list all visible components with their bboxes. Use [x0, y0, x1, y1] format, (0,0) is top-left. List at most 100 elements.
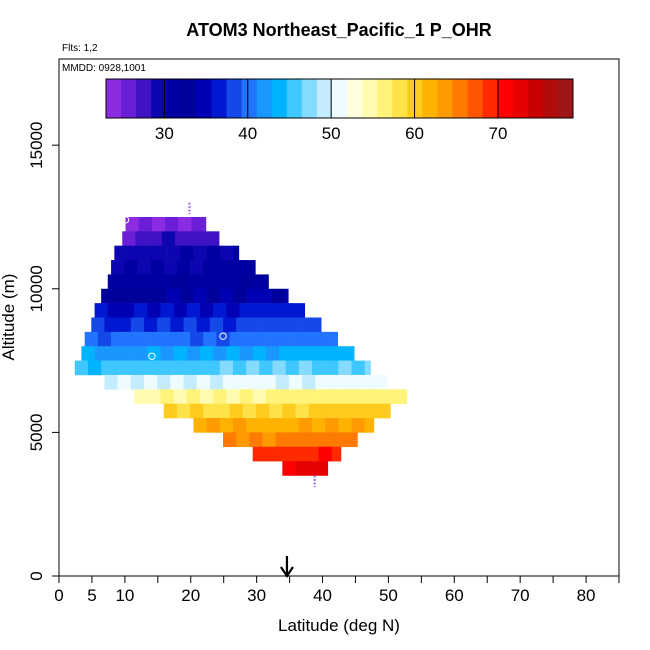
heat-cell [249, 432, 263, 448]
heat-cell [279, 303, 293, 318]
heat-cell [331, 346, 346, 361]
heat-cell [140, 360, 155, 376]
heat-cell [137, 260, 151, 275]
heat-cell [275, 317, 290, 333]
sample-marker [148, 352, 156, 360]
heat-cell [170, 317, 184, 333]
heat-cell [199, 389, 214, 404]
colorbar-tick-label: 40 [238, 124, 257, 143]
colorbar-swatch [286, 79, 303, 118]
heat-cell [111, 331, 125, 347]
heat-cell [190, 331, 204, 347]
heat-cell [252, 389, 267, 404]
heat-cell [232, 288, 247, 304]
heat-cell [252, 446, 267, 462]
colorbar-swatch [121, 79, 137, 118]
heat-cell [325, 360, 339, 376]
heat-cell [206, 288, 221, 304]
heat-cell [246, 288, 260, 304]
heat-cell [341, 374, 356, 390]
heat-cell [199, 274, 214, 290]
heat-cell [206, 418, 221, 433]
colorbar-tick-label: 50 [322, 124, 341, 143]
heat-cell [381, 374, 388, 390]
heat-cell [134, 389, 148, 404]
heat-cell [272, 360, 286, 376]
heat-cell [84, 331, 99, 347]
colorbar-swatch [166, 79, 182, 118]
heat-cell [384, 389, 398, 404]
heat-cell [232, 245, 240, 261]
heat-cell [213, 346, 227, 361]
heat-cell [374, 403, 389, 419]
heat-cell [259, 288, 273, 304]
heat-cell [269, 331, 283, 347]
heat-cell [219, 418, 234, 433]
heat-cell [331, 446, 342, 462]
heat-cell [252, 346, 267, 361]
colorbar-swatch [452, 79, 468, 118]
heat-cell [308, 403, 323, 419]
heat-cell [193, 288, 207, 304]
heat-cell [371, 389, 385, 404]
colorbar-swatch [557, 79, 574, 118]
chart-title: ATOM3 Northeast_Pacific_1 P_OHR [186, 20, 491, 40]
x-axis-label: Latitude (deg N) [278, 616, 400, 635]
heat-cell [107, 346, 122, 361]
colorbar-swatch [422, 79, 438, 118]
heat-cell [295, 461, 309, 476]
colorbar-swatch [497, 79, 514, 118]
heat-cell [117, 317, 132, 333]
heat-cell [335, 331, 338, 347]
heat-cell [351, 418, 365, 433]
heat-cell [206, 245, 221, 261]
heat-cell [305, 346, 319, 361]
colorbar-swatch [512, 79, 529, 118]
heat-cell [255, 403, 270, 419]
heat-cell [183, 317, 197, 333]
heat-cell [91, 317, 105, 333]
x-tick-label: 80 [577, 586, 596, 605]
heat-cell [397, 389, 408, 404]
heat-cell [153, 245, 168, 261]
heat-cell [285, 418, 300, 433]
heat-cell [143, 374, 158, 390]
x-tick-label: 30 [247, 586, 266, 605]
heat-cell [191, 216, 205, 232]
colorbar-swatch [527, 79, 544, 118]
heat-cell [120, 274, 135, 290]
heat-cell [315, 374, 329, 390]
heat-cell [124, 260, 138, 275]
heat-cell [176, 403, 191, 419]
heat-cell [135, 231, 149, 246]
colorbar-swatch [331, 79, 348, 118]
heat-cell [262, 374, 277, 390]
heat-cell [216, 403, 230, 419]
heat-cell [160, 389, 174, 404]
heat-cell [285, 360, 300, 376]
heat-cell [186, 274, 201, 290]
heat-cell [292, 303, 306, 318]
heat-cell [265, 274, 269, 290]
heat-cell [196, 374, 211, 390]
heat-cell [199, 303, 214, 318]
heat-cell [364, 360, 371, 376]
heat-cell [275, 374, 290, 390]
heat-cell [157, 374, 171, 390]
colorbar-swatch [226, 79, 242, 118]
heat-cell [125, 216, 140, 232]
heat-cell [325, 418, 339, 433]
x-tick-label: 50 [379, 586, 398, 605]
heat-cell [134, 346, 148, 361]
sample-marker [219, 332, 227, 340]
heat-cell [232, 418, 247, 433]
heat-cell [344, 389, 359, 404]
heat-cell [186, 389, 201, 404]
heat-cell [201, 231, 215, 246]
heat-cell [285, 288, 289, 304]
heat-cell [160, 303, 174, 318]
heat-cell [203, 331, 217, 347]
heat-cell [229, 260, 244, 275]
heat-cell [239, 274, 253, 290]
heat-cell [275, 432, 290, 448]
